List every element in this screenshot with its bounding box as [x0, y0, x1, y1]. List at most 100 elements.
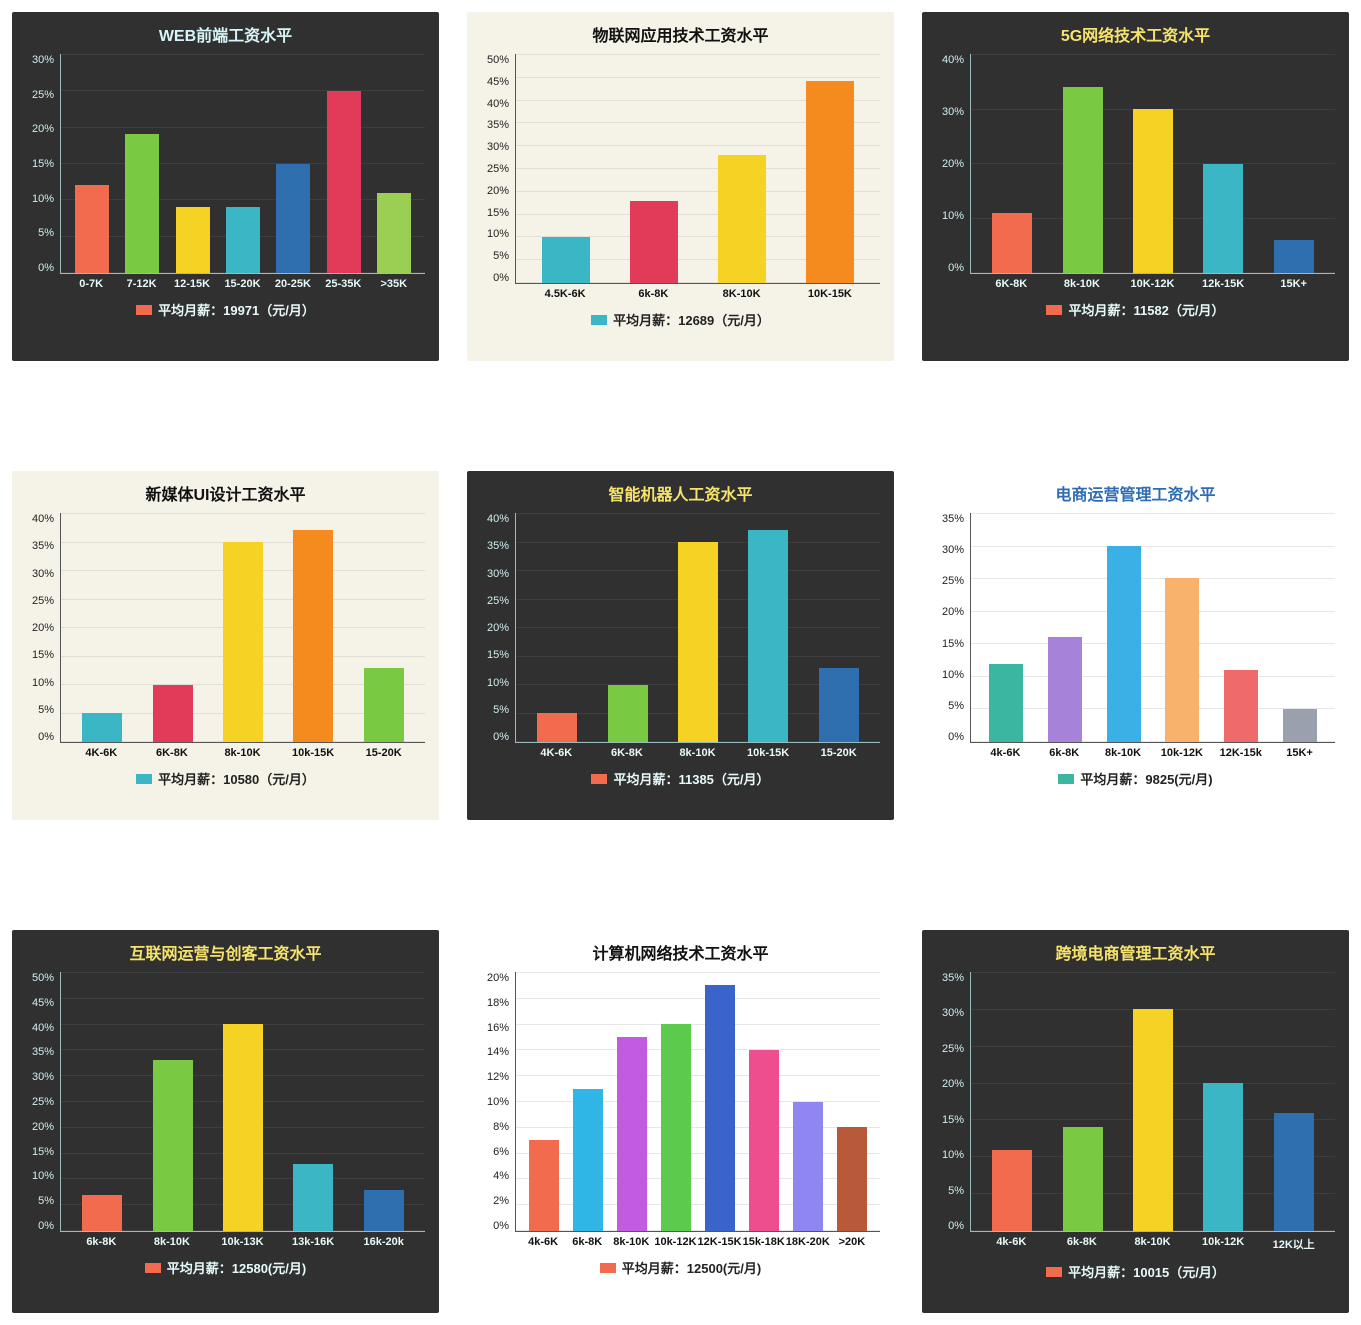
y-tick-label: 25%: [936, 1043, 964, 1055]
y-tick-label: 50%: [481, 54, 509, 66]
caption-text: 平均月薪：11385（元/月）: [613, 769, 769, 788]
bar: [1274, 240, 1314, 273]
bar: [1133, 1009, 1173, 1231]
x-tick-label: 12K-15k: [1211, 747, 1270, 759]
y-tick-label: 5%: [481, 704, 509, 716]
chart-caption: 平均月薪：10015（元/月）: [936, 1262, 1335, 1281]
x-tick-label: 0-7K: [66, 278, 116, 290]
x-tick-label: 8K-10K: [698, 288, 786, 300]
x-tick-label: 4k-6K: [976, 747, 1035, 759]
x-tick-label: 6K-8K: [137, 747, 208, 759]
bar: [293, 530, 333, 742]
x-tick-label: 8k-10K: [1094, 747, 1153, 759]
chart-area: 0%10%20%30%40%: [936, 54, 1335, 274]
y-tick-label: 40%: [936, 54, 964, 66]
y-tick-label: 10%: [26, 1170, 54, 1182]
chart-caption: 平均月薪：12689（元/月）: [481, 310, 880, 329]
y-tick-label: 5%: [26, 704, 54, 716]
x-tick-label: 12K以上: [1258, 1236, 1329, 1252]
x-axis: 4K-6K6K-8K8k-10K10k-15K15-20K: [481, 743, 880, 759]
y-axis: 0%5%10%15%20%25%30%35%: [936, 972, 970, 1232]
y-tick-label: 10%: [26, 677, 54, 689]
y-tick-label: 20%: [26, 123, 54, 135]
bar: [276, 164, 310, 274]
y-tick-label: 15%: [936, 638, 964, 650]
bar: [806, 81, 854, 283]
y-tick-label: 15%: [26, 158, 54, 170]
x-tick-label: 10k-12K: [1152, 747, 1211, 759]
y-tick-label: 20%: [481, 622, 509, 634]
y-tick-label: 35%: [26, 1046, 54, 1058]
bar: [293, 1164, 333, 1231]
x-tick-label: 10k-13K: [207, 1236, 278, 1248]
chart-caption: 平均月薪：12580(元/月): [26, 1258, 425, 1277]
bar: [617, 1037, 647, 1231]
y-tick-label: 50%: [26, 972, 54, 984]
x-tick-label: 12K-15K: [698, 1236, 742, 1248]
x-tick-label: 8k-10K: [1117, 1236, 1188, 1252]
y-tick-label: 25%: [26, 595, 54, 607]
bar: [1203, 164, 1243, 274]
y-tick-label: 0%: [26, 731, 54, 743]
x-tick-label: 15K+: [1270, 747, 1329, 759]
y-tick-label: 5%: [936, 1185, 964, 1197]
bars-container: [61, 54, 425, 273]
y-tick-label: 20%: [26, 622, 54, 634]
bar: [661, 1024, 691, 1231]
x-axis: 6K-8K8k-10K10K-12K12k-15K15K+: [936, 274, 1335, 290]
caption-text: 平均月薪：10580（元/月）: [158, 769, 315, 788]
chart-title: 互联网运营与创客工资水平: [26, 940, 425, 964]
y-tick-label: 10%: [936, 210, 964, 222]
x-tick-label: 15-20K: [803, 747, 874, 759]
x-tick-label: 4K-6K: [521, 747, 592, 759]
chart-panel-c8: 计算机网络技术工资水平0%2%4%6%8%10%12%14%16%18%20%4…: [467, 930, 894, 1313]
y-tick-label: 25%: [481, 595, 509, 607]
y-tick-label: 5%: [481, 250, 509, 262]
chart-panel-c9: 跨境电商管理工资水平0%5%10%15%20%25%30%35%4k-6K6k-…: [922, 930, 1349, 1313]
bar: [992, 1150, 1032, 1231]
bar: [327, 91, 361, 274]
x-tick-label: 13k-16K: [278, 1236, 349, 1248]
caption-chip-icon: [1046, 1267, 1062, 1277]
bar: [1107, 546, 1141, 742]
y-tick-label: 25%: [481, 163, 509, 175]
y-tick-label: 4%: [481, 1170, 509, 1182]
caption-text: 平均月薪：12500(元/月): [622, 1258, 761, 1277]
y-tick-label: 15%: [481, 207, 509, 219]
x-tick-label: 15-20K: [348, 747, 419, 759]
bar: [705, 985, 735, 1231]
y-tick-label: 15%: [936, 1114, 964, 1126]
y-tick-label: 35%: [936, 513, 964, 525]
x-tick-label: 10k-15K: [278, 747, 349, 759]
plot-area: [515, 54, 880, 284]
x-axis: 4k-6K6k-8K8k-10K10k-12K12K-15k15K+: [936, 743, 1335, 759]
chart-area: 0%5%10%15%20%25%30%: [26, 54, 425, 274]
caption-chip-icon: [1058, 774, 1074, 784]
y-tick-label: 40%: [26, 1022, 54, 1034]
x-tick-label: 8k-10K: [609, 1236, 653, 1248]
x-tick-label: 6K-8K: [592, 747, 663, 759]
y-tick-label: 35%: [481, 119, 509, 131]
bar: [75, 185, 109, 273]
bars-container: [61, 513, 425, 742]
x-tick-label: 15-20K: [217, 278, 267, 290]
y-tick-label: 0%: [26, 262, 54, 274]
chart-panel-c6: 电商运营管理工资水平0%5%10%15%20%25%30%35%4k-6K6k-…: [922, 471, 1349, 820]
y-axis: 0%5%10%15%20%25%30%35%40%: [481, 513, 515, 743]
chart-title: 物联网应用技术工资水平: [481, 22, 880, 46]
y-tick-label: 10%: [481, 228, 509, 240]
bar: [1224, 670, 1258, 742]
bar: [1063, 1127, 1103, 1231]
y-tick-label: 30%: [936, 1007, 964, 1019]
bar: [542, 237, 590, 283]
chart-panel-c5: 智能机器人工资水平0%5%10%15%20%25%30%35%40%4K-6K6…: [467, 471, 894, 820]
x-tick-label: 18K-20K: [786, 1236, 830, 1248]
bar: [82, 713, 122, 742]
x-axis: 4k-6K6k-8K8k-10K10k-12K12K-15K15k-18K18K…: [481, 1232, 880, 1248]
x-tick-label: 8k-10K: [662, 747, 733, 759]
x-tick-label: 10k-12K: [653, 1236, 697, 1248]
y-tick-label: 20%: [26, 1121, 54, 1133]
y-tick-label: 20%: [481, 972, 509, 984]
x-tick-label: >35K: [369, 278, 419, 290]
bar: [1274, 1113, 1314, 1231]
